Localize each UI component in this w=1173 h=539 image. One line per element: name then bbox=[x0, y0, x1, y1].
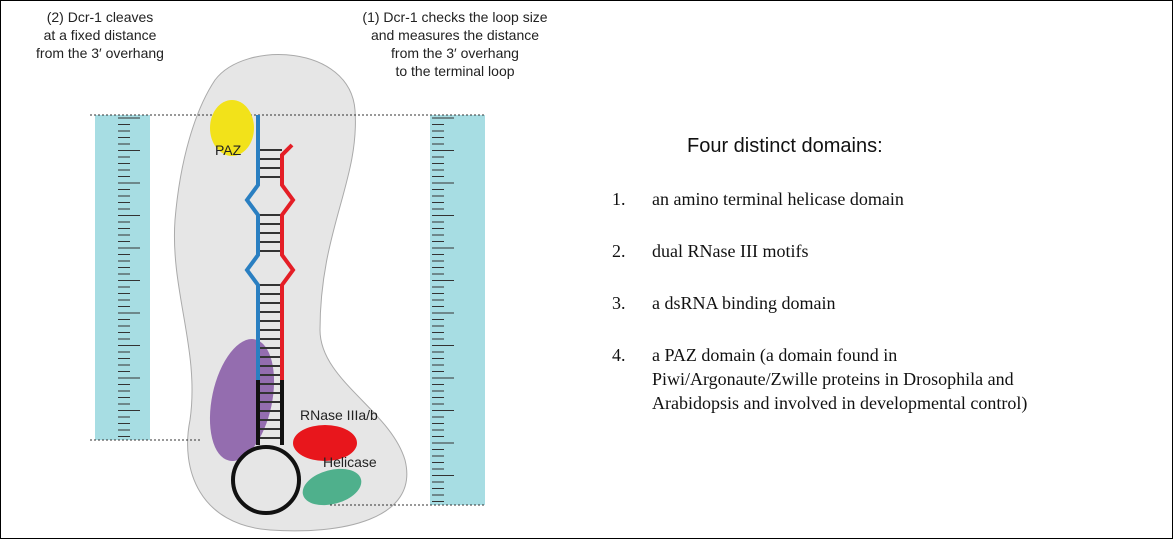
annotation: (1) Dcr-1 checks the loop size bbox=[362, 9, 547, 25]
annotation: to the terminal loop bbox=[395, 63, 514, 79]
annotation: from the 3′ overhang bbox=[391, 45, 519, 61]
annotation: and measures the distance bbox=[371, 27, 539, 43]
item-number: 1. bbox=[612, 189, 626, 209]
item-text: dual RNase III motifs bbox=[652, 241, 808, 261]
item-number: 3. bbox=[612, 293, 626, 313]
item-text: a dsRNA binding domain bbox=[652, 293, 836, 313]
label-paz: PAZ bbox=[215, 142, 242, 158]
item-text: an amino terminal helicase domain bbox=[652, 189, 904, 209]
ruler-right bbox=[430, 115, 485, 505]
item-text: Piwi/Argonaute/Zwille proteins in Drosop… bbox=[652, 369, 1014, 389]
annotation: at a fixed distance bbox=[44, 27, 157, 43]
item-text: a PAZ domain (a domain found in bbox=[652, 345, 897, 366]
label-rnase: RNase IIIa/b bbox=[300, 407, 378, 423]
page: (2) Dcr-1 cleaves at a fixed distance fr… bbox=[0, 0, 1173, 539]
annotation: from the 3′ overhang bbox=[36, 45, 164, 61]
item-number: 2. bbox=[612, 241, 626, 261]
item-number: 4. bbox=[612, 345, 626, 365]
heading: Four distinct domains: bbox=[687, 135, 883, 157]
item-text: Arabidopsis and involved in developmenta… bbox=[652, 393, 1027, 414]
annotation: (2) Dcr-1 cleaves bbox=[47, 9, 154, 25]
label-helicase: Helicase bbox=[323, 454, 377, 470]
